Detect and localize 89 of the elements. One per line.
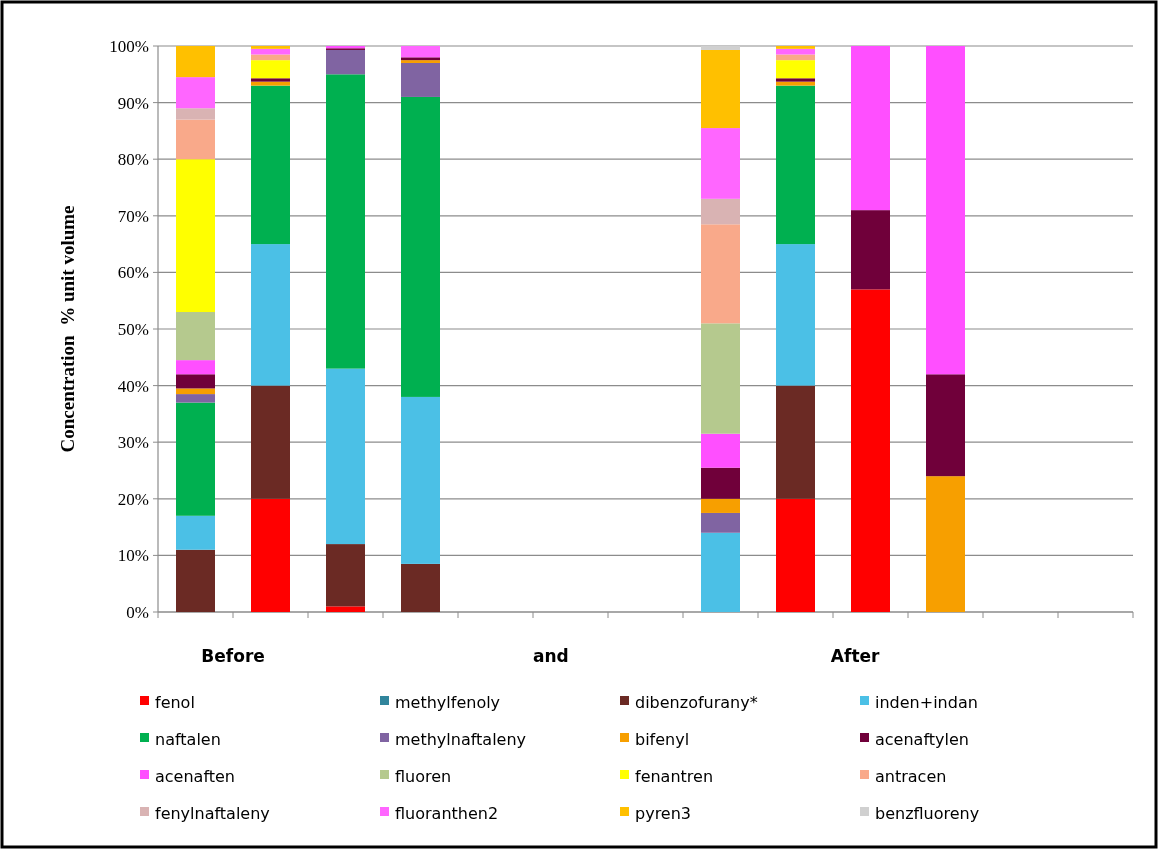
bar: [251, 81, 290, 86]
legend-label: pyren3: [635, 803, 692, 823]
bar: [176, 388, 215, 395]
bar: [776, 81, 815, 86]
bar: [701, 128, 740, 199]
y-tick-label: 80%: [117, 150, 149, 170]
bar: [251, 46, 290, 49]
y-tick-label: 20%: [117, 489, 149, 509]
bar: [176, 402, 215, 516]
bar: [926, 46, 965, 375]
legend-label: fluoren: [395, 766, 452, 786]
legend-label: acenaften: [155, 766, 235, 786]
bar: [326, 49, 365, 75]
bar: [701, 467, 740, 499]
legend-label: fluoranthen2: [395, 803, 499, 823]
bar: [326, 606, 365, 612]
bar: [251, 244, 290, 386]
bar: [776, 54, 815, 61]
bar: [701, 198, 740, 225]
text: and: [533, 646, 569, 666]
y-tick-label: 70%: [117, 206, 149, 226]
bar: [776, 85, 815, 245]
y-tick-label: 100%: [109, 36, 149, 56]
bar: [401, 396, 440, 564]
bar: [176, 515, 215, 550]
text: Before: [201, 646, 265, 666]
y-tick-label: 90%: [117, 93, 149, 113]
legend-label: fenantren: [635, 766, 714, 786]
bar: [701, 433, 740, 468]
bar: [401, 96, 440, 397]
bar: [251, 60, 290, 79]
bar: [701, 323, 740, 434]
y-tick-label: 60%: [117, 263, 149, 283]
bar: [776, 498, 815, 612]
legend-label: fenylnaftaleny: [155, 803, 270, 823]
bar: [701, 46, 740, 50]
bar: [326, 74, 365, 369]
bar: [701, 498, 740, 513]
bar: [251, 78, 290, 82]
bar: [251, 385, 290, 499]
bar: [926, 374, 965, 477]
bar: [701, 532, 740, 612]
bar: [176, 108, 215, 120]
legend-label: inden+indan: [875, 692, 978, 712]
bar: [776, 46, 815, 49]
legend-label: acenaftylen: [875, 729, 969, 749]
bar: [926, 476, 965, 612]
bar: [701, 512, 740, 533]
y-tick-label: 50%: [117, 319, 149, 339]
bar: [176, 360, 215, 375]
bar: [251, 85, 290, 245]
bar: [326, 544, 365, 607]
bar: [176, 549, 215, 612]
y-axis-title: Concentration % unit volume: [57, 205, 78, 453]
bar: [701, 49, 740, 129]
legend-label: fenol: [155, 692, 195, 712]
legend-label: benzfluoreny: [875, 803, 980, 823]
bar: [176, 119, 215, 160]
y-tick-label: 40%: [117, 376, 149, 396]
bar: [776, 78, 815, 82]
bar: [176, 394, 215, 403]
legend-label: antracen: [875, 766, 947, 786]
bar: [176, 159, 215, 313]
bar: [176, 77, 215, 109]
bar: [401, 62, 440, 97]
bar: [776, 60, 815, 79]
bar: [851, 289, 890, 612]
bar: [401, 46, 440, 58]
bar: [701, 224, 740, 324]
text: After: [830, 646, 881, 666]
bar: [851, 210, 890, 290]
bar: [251, 498, 290, 612]
legend-label: methylnaftaleny: [395, 729, 527, 749]
y-tick-label: 0%: [126, 602, 149, 622]
bar: [776, 385, 815, 499]
y-tick-label: 10%: [117, 546, 149, 566]
y-tick-label: 30%: [117, 433, 149, 453]
bar: [176, 374, 215, 389]
legend-label: dibenzofurany*: [635, 692, 758, 712]
bar: [401, 563, 440, 612]
bar: [776, 244, 815, 386]
bar: [251, 54, 290, 61]
legend-label: naftalen: [155, 729, 221, 749]
bar: [176, 312, 215, 361]
legend-label: bifenyl: [635, 729, 690, 749]
bar: [176, 46, 215, 78]
legend-label: methylfenoly: [395, 692, 501, 712]
bar: [326, 368, 365, 545]
bar: [851, 46, 890, 211]
